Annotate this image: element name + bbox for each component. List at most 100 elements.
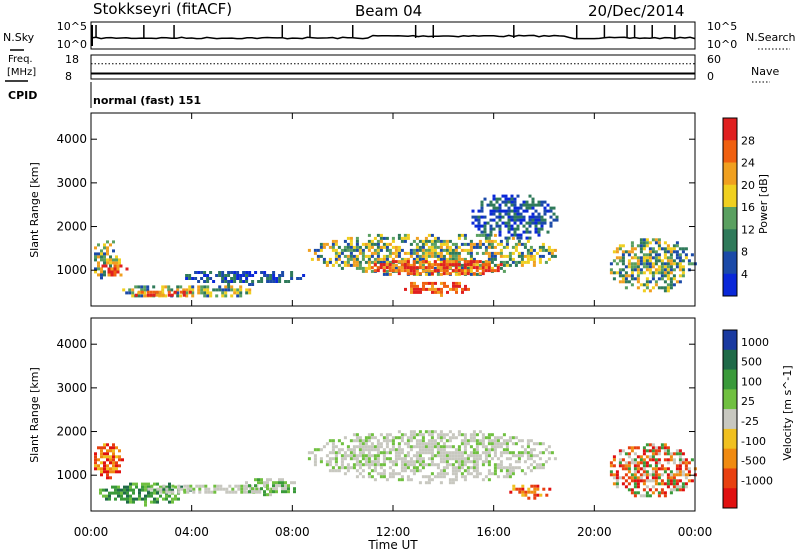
data-cell — [113, 270, 117, 274]
data-cell — [248, 274, 252, 277]
data-cell — [508, 469, 512, 473]
data-cell — [367, 460, 371, 464]
data-cell — [475, 233, 479, 237]
data-cell — [385, 439, 389, 443]
data-cell — [385, 263, 389, 267]
data-cell — [325, 242, 329, 246]
data-cell — [412, 272, 416, 276]
data-cell — [100, 252, 103, 256]
data-cell — [433, 251, 437, 255]
data-cell — [651, 446, 655, 450]
data-cell — [475, 266, 479, 270]
data-cell — [185, 277, 189, 280]
data-cell — [471, 215, 475, 219]
data-cell — [511, 436, 515, 440]
data-cell — [397, 248, 401, 252]
data-cell — [352, 263, 356, 267]
data-cell — [539, 493, 543, 497]
data-cell — [191, 288, 195, 292]
data-cell — [331, 469, 335, 473]
data-cell — [517, 239, 521, 243]
data-cell — [499, 266, 503, 270]
data-cell — [364, 460, 368, 464]
data-cell — [516, 227, 520, 231]
colorbar-swatch — [723, 468, 737, 489]
data-cell — [672, 274, 676, 278]
data-cell — [627, 464, 631, 468]
data-cell — [681, 247, 685, 251]
data-cell — [397, 457, 401, 461]
data-cell — [236, 288, 240, 292]
data-cell — [109, 458, 112, 462]
data-cell — [472, 439, 476, 443]
data-cell — [663, 268, 667, 272]
data-cell — [621, 250, 625, 254]
data-cell — [147, 485, 150, 489]
data-cell — [171, 497, 174, 501]
data-cell — [200, 285, 204, 289]
data-cell — [486, 203, 490, 207]
data-cell — [478, 457, 482, 461]
colorbar-tick-label: 28 — [741, 134, 755, 147]
data-cell — [418, 448, 422, 452]
data-cell — [418, 442, 422, 446]
data-cell — [507, 206, 511, 210]
data-cell — [520, 254, 524, 258]
data-cell — [645, 259, 649, 263]
data-cell — [385, 436, 389, 440]
data-cell — [239, 294, 243, 298]
data-cell — [185, 294, 189, 298]
data-cell — [624, 479, 628, 483]
data-cell — [370, 436, 374, 440]
data-cell — [367, 245, 371, 249]
data-cell — [514, 248, 518, 252]
data-cell — [313, 463, 317, 467]
data-cell — [436, 251, 440, 255]
data-cell — [400, 460, 404, 464]
data-cell — [248, 490, 251, 494]
data-cell — [666, 286, 670, 290]
data-cell — [615, 476, 619, 480]
data-cell — [463, 478, 467, 482]
data-cell — [555, 215, 559, 219]
data-cell — [281, 490, 284, 494]
data-cell — [418, 254, 422, 258]
data-cell — [526, 439, 530, 443]
data-cell — [319, 448, 323, 452]
data-cell — [287, 280, 291, 283]
velocity-ylabel: Slant Range [km] — [28, 367, 41, 463]
data-cell — [349, 257, 353, 261]
data-cell — [493, 469, 497, 473]
data-cell — [186, 484, 190, 488]
data-cell — [111, 485, 114, 489]
data-cell — [552, 212, 556, 216]
data-cell — [463, 269, 467, 273]
data-cell — [349, 466, 353, 470]
data-cell — [415, 251, 419, 255]
data-cell — [129, 494, 132, 498]
data-cell — [361, 251, 365, 255]
data-cell — [657, 458, 661, 462]
data-cell — [192, 490, 196, 494]
data-cell — [518, 487, 522, 491]
data-cell — [472, 454, 476, 458]
data-cell — [165, 494, 168, 498]
data-cell — [636, 274, 640, 278]
data-cell — [188, 288, 192, 292]
data-cell — [630, 262, 634, 266]
data-cell — [505, 475, 509, 479]
data-cell — [472, 263, 476, 267]
data-cell — [499, 242, 503, 246]
data-cell — [466, 454, 470, 458]
data-cell — [361, 463, 365, 467]
data-cell — [427, 457, 431, 461]
data-cell — [514, 442, 518, 446]
velocity-panel — [90, 317, 696, 512]
colorbar-tick-label: -25 — [741, 415, 759, 428]
data-cell — [639, 250, 643, 254]
data-cell — [406, 436, 410, 440]
data-cell — [457, 460, 461, 464]
data-cell — [118, 455, 121, 459]
data-cell — [275, 484, 278, 488]
data-cell — [472, 242, 476, 246]
